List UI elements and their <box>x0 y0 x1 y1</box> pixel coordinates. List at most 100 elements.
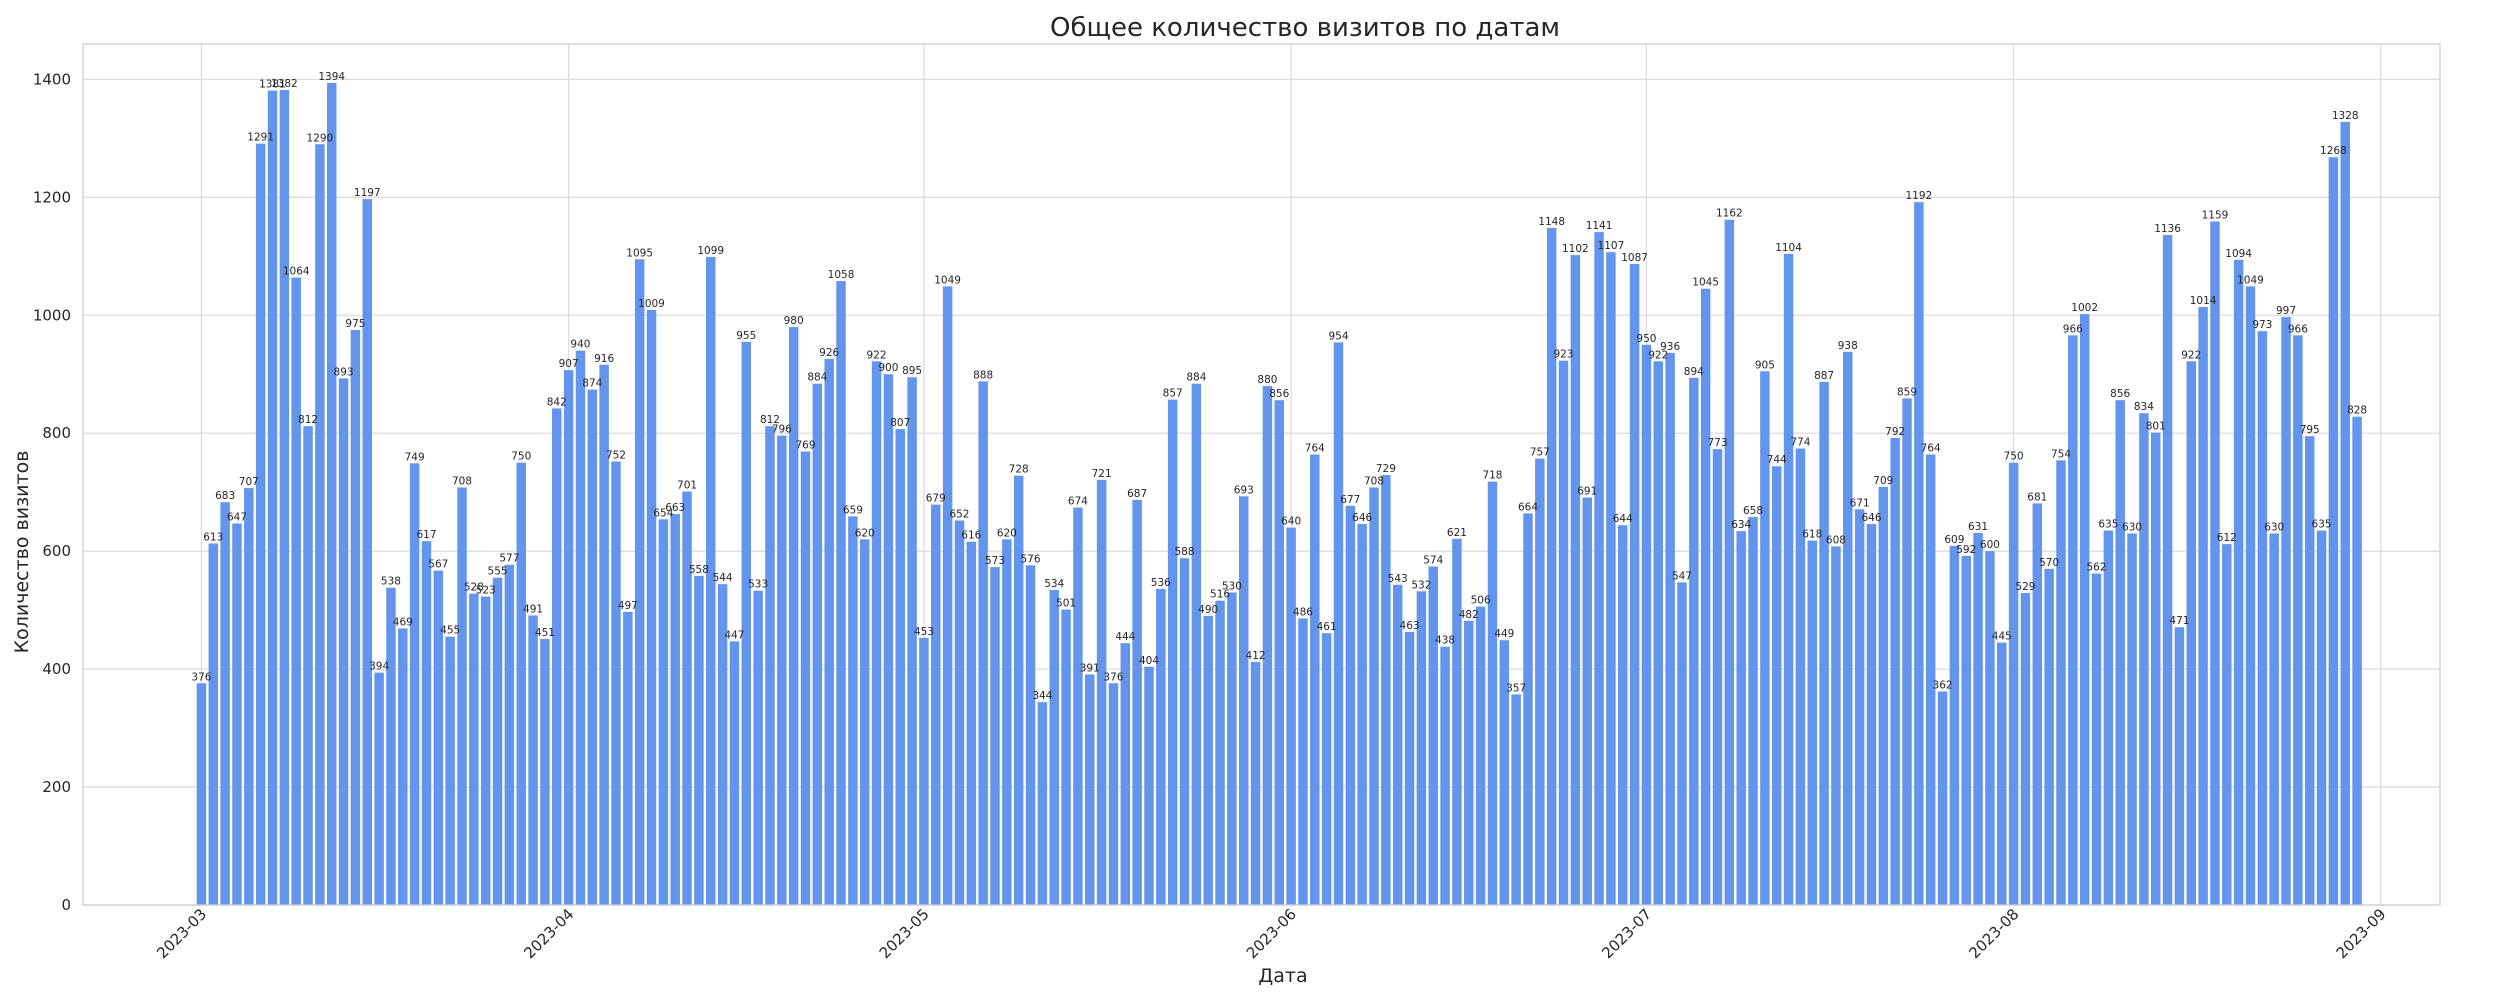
bar <box>362 199 372 905</box>
bar <box>2352 416 2362 905</box>
bar-value-label: 538 <box>381 576 401 588</box>
bar-value-label: 900 <box>878 362 898 374</box>
bar-value-label: 1197 <box>354 187 381 199</box>
bar <box>1985 551 1995 905</box>
bar <box>1618 525 1628 905</box>
bar-value-label: 940 <box>570 339 590 351</box>
bar <box>729 641 740 905</box>
bar-value-label: 497 <box>618 600 638 612</box>
bar-value-label: 646 <box>1861 512 1881 524</box>
bar <box>1025 565 1036 905</box>
bar-value-label: 471 <box>2169 615 2189 627</box>
bar <box>1771 466 1782 905</box>
bar <box>1392 584 1403 905</box>
bar-value-label: 774 <box>1790 437 1810 449</box>
bar <box>2198 307 2208 905</box>
bar-value-label: 608 <box>1826 534 1846 546</box>
bar <box>1712 449 1723 905</box>
bar-value-label: 544 <box>713 572 733 584</box>
bar-value-label: 769 <box>795 440 815 452</box>
bar <box>1464 620 1474 905</box>
bar-value-label: 1162 <box>1716 208 1743 220</box>
bar-value-label: 1107 <box>1598 240 1625 252</box>
bar <box>954 520 965 905</box>
bar <box>836 281 846 906</box>
bar <box>1925 454 1936 905</box>
bar-value-label: 671 <box>1850 497 1870 509</box>
bar <box>2091 573 2102 905</box>
bar <box>1357 524 1367 905</box>
bar-value-label: 757 <box>1530 447 1550 459</box>
bar-value-label: 856 <box>1269 388 1289 400</box>
bar <box>480 596 491 905</box>
bar-value-label: 679 <box>926 493 946 505</box>
bar <box>931 504 941 905</box>
bar <box>978 381 988 906</box>
bar <box>1606 252 1616 906</box>
bar <box>1203 616 1213 905</box>
y-tick-label: 0 <box>61 896 71 914</box>
y-tick-label: 1000 <box>33 306 71 324</box>
bar <box>1582 497 1592 905</box>
bar <box>1902 398 1912 905</box>
bar-value-label: 893 <box>334 366 354 378</box>
bar-value-label: 490 <box>1198 604 1218 616</box>
y-tick-label: 1200 <box>33 188 71 206</box>
bar <box>1002 539 1012 905</box>
bar <box>255 143 266 905</box>
bar-value-label: 547 <box>1672 570 1692 582</box>
bar <box>1937 691 1948 905</box>
bar <box>315 144 325 905</box>
bar-value-label: 922 <box>2181 349 2201 361</box>
bar <box>338 378 349 906</box>
bar <box>1760 371 1770 905</box>
bar-value-label: 482 <box>1459 609 1479 621</box>
bar-value-label: 567 <box>428 559 448 571</box>
bar <box>1049 590 1059 905</box>
bar <box>1546 227 1557 906</box>
bar <box>2304 436 2315 905</box>
bar <box>2269 533 2279 905</box>
bar-value-label: 752 <box>606 450 626 462</box>
bar-value-label: 664 <box>1518 501 1538 513</box>
bar <box>1132 499 1142 905</box>
bar <box>2186 361 2197 906</box>
bar-value-label: 647 <box>227 511 247 523</box>
bar-value-label: 834 <box>2134 401 2154 413</box>
bar-value-label: 523 <box>476 585 496 597</box>
bar-value-label: 887 <box>1814 370 1834 382</box>
bar-value-label: 570 <box>2039 557 2059 569</box>
bar <box>1795 448 1806 905</box>
bar-value-label: 491 <box>523 603 543 615</box>
bar-value-label: 1394 <box>318 71 345 83</box>
bar <box>694 575 704 905</box>
bar <box>800 451 811 905</box>
y-tick-label: 400 <box>42 660 71 678</box>
bar-value-label: 528 <box>464 582 484 594</box>
bar <box>2127 533 2137 905</box>
bar-value-label: 749 <box>405 451 425 463</box>
bar-value-label: 1290 <box>307 132 334 144</box>
bar <box>812 383 823 905</box>
bar <box>1381 475 1391 905</box>
bar <box>1724 219 1735 906</box>
y-axis-label: Количество визитов <box>11 451 33 654</box>
bar-value-label: 874 <box>582 378 602 390</box>
bar <box>2316 530 2327 905</box>
bar-value-label: 857 <box>1163 388 1183 400</box>
bar <box>575 350 586 905</box>
bar-value-label: 922 <box>867 349 887 361</box>
bar-value-label: 574 <box>1423 554 1443 566</box>
bar-value-label: 357 <box>1506 682 1526 694</box>
bar-value-label: 1148 <box>1538 216 1565 228</box>
bar <box>646 309 657 905</box>
bar-value-label: 728 <box>1009 464 1029 476</box>
bar <box>1831 546 1841 905</box>
bar-value-label: 693 <box>1234 484 1254 496</box>
bar-value-label: 1087 <box>1621 252 1648 264</box>
bar-value-label: 880 <box>1257 374 1277 386</box>
bar-value-label: 659 <box>843 504 863 516</box>
bar <box>267 90 278 905</box>
bar-value-label: 973 <box>2252 319 2272 331</box>
bar-value-label: 677 <box>1340 494 1360 506</box>
